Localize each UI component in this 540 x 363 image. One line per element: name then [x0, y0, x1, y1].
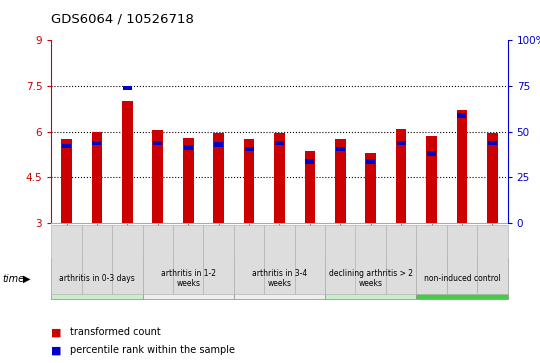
Bar [487, 133, 498, 223]
Bar [122, 101, 133, 223]
Bar [245, 147, 254, 151]
Bar [396, 141, 406, 145]
Text: ▶: ▶ [23, 274, 31, 284]
Bar [366, 153, 376, 223]
Bar [335, 139, 346, 223]
Bar [92, 141, 102, 145]
Text: percentile rank within the sample: percentile rank within the sample [70, 345, 235, 355]
Bar [488, 141, 497, 145]
Text: arthritis in 3-4
weeks: arthritis in 3-4 weeks [252, 269, 307, 288]
Bar [244, 139, 254, 223]
Text: ■: ■ [51, 327, 62, 337]
Text: arthritis in 0-3 days: arthritis in 0-3 days [59, 274, 135, 283]
Bar [152, 130, 163, 223]
Bar [123, 86, 132, 90]
Bar [183, 138, 193, 223]
Bar [426, 136, 437, 223]
Bar [214, 142, 223, 147]
Bar [62, 144, 71, 148]
Bar [457, 110, 467, 223]
Text: time: time [3, 274, 25, 284]
Text: arthritis in 1-2
weeks: arthritis in 1-2 weeks [161, 269, 215, 288]
Bar [153, 141, 163, 145]
Bar [336, 147, 345, 151]
Bar [213, 133, 224, 223]
Text: GDS6064 / 10526718: GDS6064 / 10526718 [51, 12, 194, 25]
Bar [366, 159, 375, 164]
Bar [457, 113, 467, 118]
Bar [275, 141, 284, 145]
Text: non-induced control: non-induced control [423, 274, 501, 283]
Bar [396, 129, 407, 223]
Text: declining arthritis > 2
weeks: declining arthritis > 2 weeks [329, 269, 413, 288]
Bar [305, 159, 314, 164]
Bar [427, 151, 436, 156]
Bar [92, 132, 102, 223]
Bar [61, 139, 72, 223]
Bar [184, 145, 193, 150]
Text: ■: ■ [51, 345, 62, 355]
Bar [274, 133, 285, 223]
Text: transformed count: transformed count [70, 327, 161, 337]
Bar [305, 151, 315, 223]
